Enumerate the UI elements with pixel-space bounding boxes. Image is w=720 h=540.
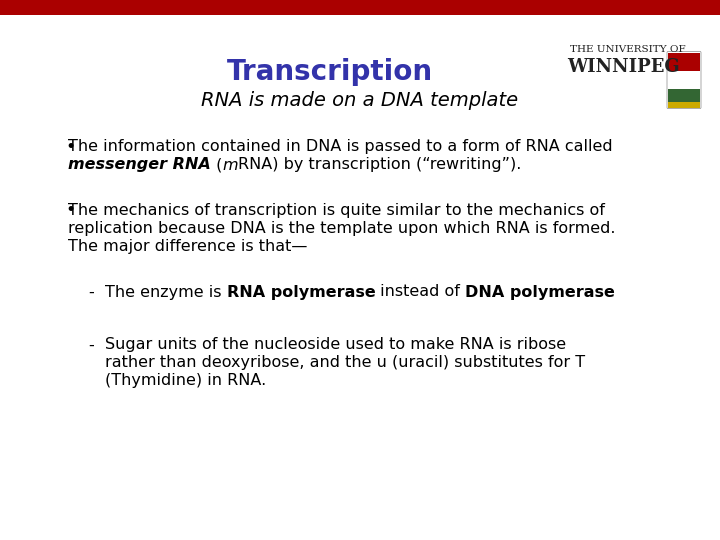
Bar [668, 52, 700, 71]
Text: instead of: instead of [375, 285, 465, 300]
FancyBboxPatch shape [667, 51, 701, 109]
Text: (Thymidine) in RNA.: (Thymidine) in RNA. [105, 374, 266, 388]
Text: •: • [65, 138, 76, 156]
Text: •: • [65, 201, 76, 219]
Text: WINNIPEG: WINNIPEG [567, 58, 680, 76]
Text: -: - [88, 338, 94, 353]
Text: The information contained in DNA is passed to a form of RNA called: The information contained in DNA is pass… [68, 139, 613, 154]
Text: THE UNIVERSITY OF: THE UNIVERSITY OF [570, 45, 685, 55]
Text: RNA) by transcription (“rewriting”).: RNA) by transcription (“rewriting”). [238, 158, 521, 172]
Bar [668, 89, 700, 103]
Bar [668, 102, 700, 107]
Text: rather than deoxyribose, and the u (uracil) substitutes for T: rather than deoxyribose, and the u (urac… [105, 355, 585, 370]
Text: m: m [222, 158, 238, 172]
Text: replication because DNA is the template upon which RNA is formed.: replication because DNA is the template … [68, 220, 616, 235]
Text: RNA polymerase: RNA polymerase [227, 285, 375, 300]
Text: (: ( [211, 158, 222, 172]
Text: The enzyme is: The enzyme is [105, 285, 227, 300]
Text: DNA polymerase: DNA polymerase [465, 285, 616, 300]
Text: Transcription: Transcription [227, 58, 433, 86]
Text: The mechanics of transcription is quite similar to the mechanics of: The mechanics of transcription is quite … [68, 202, 605, 218]
Text: Sugar units of the nucleoside used to make RNA is ribose: Sugar units of the nucleoside used to ma… [105, 338, 566, 353]
Text: -: - [88, 285, 94, 300]
Text: The major difference is that—: The major difference is that— [68, 239, 307, 253]
Text: RNA is made on a DNA template: RNA is made on a DNA template [202, 91, 518, 110]
Text: messenger RNA: messenger RNA [68, 158, 211, 172]
Bar [0, 0, 720, 15]
